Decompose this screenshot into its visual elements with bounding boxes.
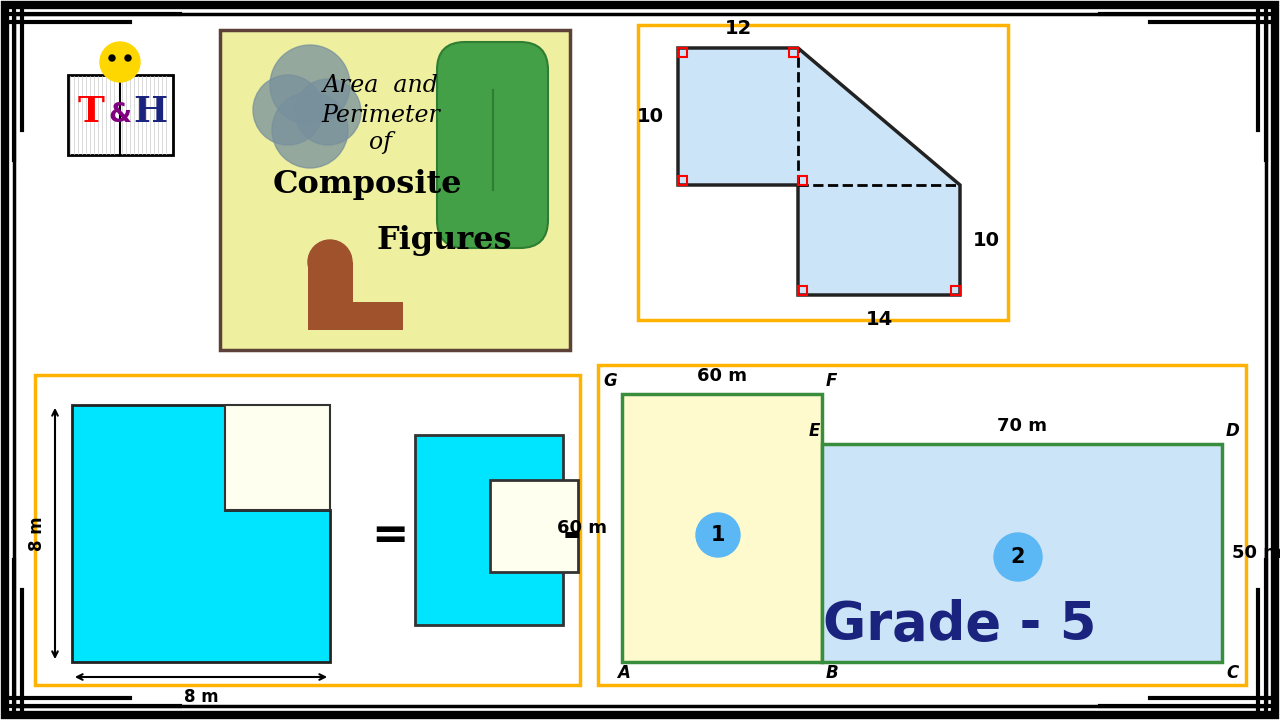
Text: H: H [133,95,168,129]
Bar [220,30,570,350]
Text: 60 m: 60 m [698,367,748,385]
Text: 4 m: 4 m [262,502,294,517]
Text: 10: 10 [637,107,664,127]
Text: 50 m: 50 m [1231,544,1280,562]
Bar [788,48,797,57]
Text: Area  and: Area and [323,73,439,96]
Text: Figures: Figures [376,225,512,256]
Bar [622,394,822,662]
Circle shape [273,92,348,168]
Text: 8 m: 8 m [184,688,219,706]
Polygon shape [678,48,960,295]
Text: 70 m: 70 m [997,417,1047,435]
Bar [822,444,1222,662]
Text: 4 m: 4 m [252,441,268,473]
Text: 8 m: 8 m [28,517,46,552]
Text: Grade - 5: Grade - 5 [823,599,1097,651]
Circle shape [308,240,352,284]
Text: A: A [617,664,630,682]
Text: F: F [826,372,837,390]
Text: -: - [563,513,581,557]
Bar [678,176,687,185]
Bar [415,435,563,625]
Text: =: = [371,513,408,557]
Text: of: of [370,130,393,153]
Bar [598,365,1245,685]
Bar [678,48,687,57]
Circle shape [995,533,1042,581]
Text: E: E [809,422,820,440]
Bar [308,262,353,330]
FancyBboxPatch shape [436,42,548,248]
Text: G: G [603,372,617,390]
Circle shape [109,55,115,61]
Bar [797,286,806,295]
Circle shape [294,79,361,145]
Text: 1: 1 [710,525,726,545]
Text: Perimeter: Perimeter [321,104,440,127]
Circle shape [100,42,140,82]
Bar [951,286,960,295]
Circle shape [270,45,349,125]
Text: C: C [1226,664,1238,682]
Text: Composite: Composite [273,169,462,200]
Polygon shape [72,405,330,662]
Circle shape [696,513,740,557]
Bar [490,480,579,572]
Text: 14: 14 [865,310,892,329]
Text: 10: 10 [973,230,1000,250]
Text: T: T [78,95,105,129]
Text: 2: 2 [1011,547,1025,567]
Text: B: B [826,664,838,682]
Circle shape [125,55,131,61]
Bar [308,302,403,330]
Bar [797,176,806,185]
Bar [225,405,330,510]
Circle shape [253,75,323,145]
Bar [35,375,580,685]
Bar [637,25,1009,320]
Bar [68,75,173,155]
Text: 12: 12 [724,19,751,38]
Text: &: & [109,102,132,128]
Text: 60 m: 60 m [557,519,607,537]
Text: D: D [1226,422,1240,440]
